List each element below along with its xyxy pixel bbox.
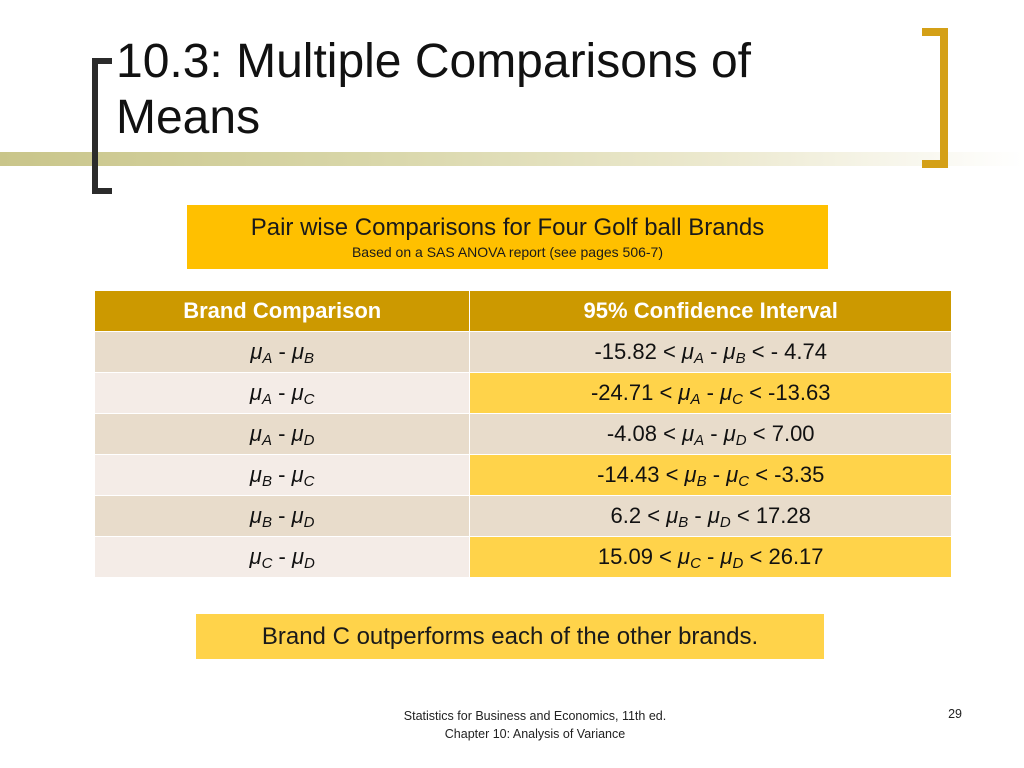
table-row: μA - μD -4.08 < μA - μD < 7.00 [93, 413, 952, 455]
mu-symbol: μ [249, 421, 262, 446]
interval-lower-bound: -15.82 [594, 339, 657, 364]
mu-symbol: μ [291, 462, 304, 487]
page-number: 29 [948, 707, 962, 721]
confidence-interval-cell: -24.71 < μA - μC < -13.63 [469, 372, 952, 414]
brand-subscript-second: C [738, 473, 750, 490]
brand-subscript-first: A [261, 432, 272, 449]
mu-symbol: μ [291, 421, 304, 446]
mu-symbol: μ [720, 544, 733, 569]
right-bracket-decoration [922, 28, 948, 168]
mu-symbol: μ [291, 544, 305, 569]
brand-subscript-second: D [719, 514, 731, 531]
table-row: μC - μD 15.09 < μC - μD < 26.17 [93, 536, 952, 578]
brand-subscript-first: A [690, 391, 701, 408]
mu-symbol: μ [249, 462, 262, 487]
mu-symbol: μ [291, 339, 305, 364]
table-row: μA - μC -24.71 < μA - μC < -13.63 [93, 372, 952, 414]
brand-comparison-cell: μC - μD [93, 536, 471, 578]
brand-subscript-first: A [262, 350, 273, 367]
decorative-band [0, 152, 1024, 166]
mu-symbol: μ [681, 339, 694, 364]
confidence-interval-cell: -15.82 < μA - μB < - 4.74 [469, 331, 952, 373]
brand-comparison-cell: μA - μB [93, 331, 471, 373]
mu-symbol: μ [666, 503, 679, 528]
mu-symbol: μ [249, 380, 262, 405]
footer: Statistics for Business and Economics, 1… [370, 707, 700, 743]
interval-lower-bound: -14.43 [597, 462, 660, 487]
brand-subscript-second: C [303, 391, 315, 408]
mu-symbol: μ [291, 503, 304, 528]
brand-subscript-second: D [303, 514, 315, 531]
brand-subscript-first: B [261, 473, 272, 490]
mu-symbol: μ [723, 339, 736, 364]
mu-symbol: μ [707, 503, 720, 528]
brand-subscript-first: A [261, 391, 272, 408]
confidence-interval-cell: -4.08 < μA - μD < 7.00 [469, 413, 952, 455]
subtitle-source-note: Based on a SAS ANOVA report (see pages 5… [351, 244, 664, 260]
brand-subscript-second: D [304, 555, 315, 572]
interval-upper-bound: - 4.74 [770, 339, 827, 364]
brand-subscript-first: A [694, 432, 705, 449]
footer-chapter: Chapter 10: Analysis of Variance [444, 727, 626, 741]
interval-lower-bound: 15.09 [597, 544, 653, 569]
table-row: μA - μB -15.82 < μA - μB < - 4.74 [93, 331, 952, 373]
confidence-interval-cell: -14.43 < μB - μC < -3.35 [469, 454, 952, 496]
brand-subscript-second: C [303, 473, 315, 490]
brand-subscript-second: D [303, 432, 315, 449]
brand-subscript-first: A [693, 350, 704, 367]
interval-lower-bound: 6.2 [610, 503, 642, 528]
table-header-row: Brand Comparison 95% Confidence Interval [93, 290, 952, 332]
interval-lower-bound: -24.71 [590, 380, 654, 405]
brand-subscript-first: B [696, 473, 707, 490]
footer-book-title: Statistics for Business and Economics, 1… [403, 709, 667, 723]
brand-subscript-second: B [735, 350, 746, 367]
mu-symbol: μ [678, 544, 691, 569]
brand-comparison-cell: μB - μD [93, 495, 471, 537]
mu-symbol: μ [726, 462, 739, 487]
brand-subscript-second: D [732, 555, 744, 572]
confidence-interval-cell: 6.2 < μB - μD < 17.28 [469, 495, 952, 537]
brand-comparison-cell: μA - μC [93, 372, 471, 414]
brand-subscript-second: D [735, 432, 747, 449]
table-row: μB - μD 6.2 < μB - μD < 17.28 [93, 495, 952, 537]
header-confidence-interval: 95% Confidence Interval [469, 290, 952, 332]
mu-symbol: μ [684, 462, 697, 487]
interval-lower-bound: -4.08 [606, 421, 658, 446]
brand-comparison-cell: μB - μC [93, 454, 471, 496]
slide-title: 10.3: Multiple Comparisons of Means [116, 35, 751, 144]
mu-symbol: μ [249, 544, 262, 569]
interval-upper-bound: 17.28 [755, 503, 811, 528]
brand-subscript-first: C [690, 555, 701, 572]
brand-subscript-second: C [732, 391, 743, 408]
interval-upper-bound: -3.35 [774, 462, 825, 487]
mu-symbol: μ [720, 380, 733, 405]
subtitle-main: Pair wise Comparisons for Four Golf ball… [250, 214, 765, 241]
interval-upper-bound: 26.17 [768, 544, 824, 569]
brand-subscript-first: B [678, 514, 689, 531]
header-brand-comparison: Brand Comparison [93, 290, 471, 332]
interval-upper-bound: -13.63 [768, 380, 831, 405]
brand-comparison-cell: μA - μD [93, 413, 471, 455]
confidence-interval-cell: 15.09 < μC - μD < 26.17 [469, 536, 952, 578]
mu-symbol: μ [723, 421, 736, 446]
mu-symbol: μ [291, 380, 304, 405]
mu-symbol: μ [250, 339, 263, 364]
table-row: μB - μC -14.43 < μB - μC < -3.35 [93, 454, 952, 496]
brand-subscript-first: B [261, 514, 272, 531]
conclusion-box: Brand C outperforms each of the other br… [196, 614, 824, 659]
mu-symbol: μ [678, 380, 691, 405]
mu-symbol: μ [682, 421, 695, 446]
interval-upper-bound: 7.00 [771, 421, 815, 446]
brand-subscript-first: C [261, 555, 273, 572]
left-bracket-decoration [92, 58, 112, 194]
brand-subscript-second: B [304, 350, 315, 367]
comparison-table: Brand Comparison 95% Confidence Interval… [93, 290, 952, 578]
mu-symbol: μ [249, 503, 262, 528]
subtitle-box: Pair wise Comparisons for Four Golf ball… [187, 205, 828, 269]
